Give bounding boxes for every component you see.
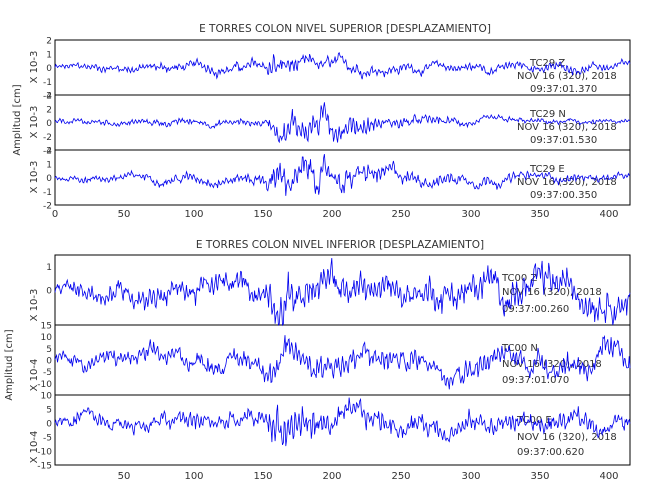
- upper-x-tick: 50: [118, 209, 131, 220]
- upper-panel-n-y-tick: -2: [43, 133, 52, 143]
- lower-panel-e-unit: X 10-4: [29, 431, 40, 464]
- upper-panel-n-date: NOV 16 (320), 2018: [517, 122, 617, 133]
- lower-panel-e-y-tick: 10: [41, 392, 53, 402]
- upper-x-tick: 400: [599, 209, 618, 220]
- lower-x-tick: 350: [530, 471, 549, 482]
- lower-panel-z-time: 09:37:00.260: [502, 304, 569, 315]
- upper-panel-n-y-tick: 2: [46, 105, 52, 115]
- lower-x-tick: 150: [253, 471, 272, 482]
- lower-panel-z-y-tick: 1: [46, 263, 52, 273]
- upper-panel-z-y-tick: -1: [43, 78, 52, 88]
- lower-panel-n-station: TC00 N: [501, 343, 538, 354]
- upper-panel-n-y-tick: 4: [46, 92, 52, 102]
- upper-panel-z-trace: [54, 51, 631, 80]
- upper-panel-e-y-tick: 0: [46, 174, 52, 184]
- lower-panel-e-y-tick: -15: [37, 462, 52, 472]
- upper-panel-n-unit: X 10-3: [29, 106, 40, 139]
- upper-panel-e-y-tick: 1: [46, 160, 52, 170]
- upper-panel-e-time: 09:37:00.350: [530, 190, 597, 201]
- lower-x-tick: 200: [322, 471, 341, 482]
- upper-panel-z-y-tick: -2: [43, 92, 52, 102]
- lower-panel-z-station: TC00 Z: [501, 273, 537, 284]
- upper-panel-e-unit: X 10-3: [29, 161, 40, 194]
- upper-panel-e-y-tick: -2: [43, 202, 52, 212]
- upper-x-tick: 200: [322, 209, 341, 220]
- lower-x-tick: 300: [461, 471, 480, 482]
- upper-panel-n-y-tick: -4: [43, 147, 52, 157]
- upper-panel-z-y-tick: 1: [46, 50, 52, 60]
- upper-panel-z-date: NOV 16 (320), 2018: [517, 71, 617, 82]
- upper-panel-e-y-tick: -1: [43, 188, 52, 198]
- lower-title: E TORRES COLON NIVEL INFERIOR [DESPLAZAM…: [196, 239, 484, 251]
- upper-x-tick: 300: [461, 209, 480, 220]
- upper-panel-e-station: TC29 E: [529, 164, 565, 175]
- lower-panel-n-y-tick: 10: [41, 333, 53, 343]
- upper-panel-z-time: 09:37:01.370: [530, 84, 597, 95]
- lower-panel-e-station: TC00 E: [516, 415, 552, 426]
- lower-panel-z-unit: X 10-3: [29, 289, 40, 322]
- traces-and-ticks-layer: -2-1012-4-2024-2-101201-10-5051015-15-10…: [37, 37, 631, 472]
- upper-panel-z-station: TC29 Z: [529, 58, 565, 69]
- lower-panel-e-y-tick: -5: [43, 434, 52, 444]
- lower-panel-n-trace: [54, 334, 631, 390]
- lower-panel-n-y-tick: 5: [46, 345, 52, 355]
- lower-panel-e-y-tick: -10: [37, 448, 52, 458]
- upper-panel-z-y-tick: 2: [46, 37, 52, 47]
- lower-panel-e-y-tick: 0: [46, 420, 52, 430]
- lower-panel-n-y-tick: 15: [41, 322, 52, 332]
- upper-x-tick: 250: [391, 209, 410, 220]
- upper-panel-e-trace: [54, 154, 631, 196]
- upper-x-tick: 150: [253, 209, 272, 220]
- lower-panel-n-y-tick: -5: [43, 368, 52, 378]
- lower-panel-z-date: NOV 16 (320), 2018: [502, 287, 602, 298]
- upper-panel-n-y-tick: 0: [46, 119, 52, 129]
- upper-figure: E TORRES COLON NIVEL SUPERIOR [DESPLAZAM…: [12, 23, 631, 220]
- lower-panel-n-date: NOV 16 (320), 2018: [502, 359, 602, 370]
- upper-panel-e-date: NOV 16 (320), 2018: [517, 177, 617, 188]
- lower-panel-z-y-tick: 0: [46, 287, 52, 297]
- upper-panel-n-trace: [54, 102, 631, 144]
- upper-ylabel: Amplitud [cm]: [12, 84, 23, 155]
- lower-panel-e-y-tick: 5: [46, 406, 52, 416]
- upper-panel-e-y-tick: 2: [46, 147, 52, 157]
- lower-panel-n-y-tick: 0: [46, 357, 52, 367]
- upper-panel-z-y-tick: 0: [46, 64, 52, 74]
- lower-panel-e-date: NOV 16 (320), 2018: [517, 432, 617, 443]
- upper-panel-n-time: 09:37:01.530: [530, 135, 597, 146]
- upper-x-tick: 350: [530, 209, 549, 220]
- lower-x-tick: 250: [391, 471, 410, 482]
- upper-panel-z-unit: X 10-3: [29, 51, 40, 84]
- lower-panel-z-trace: [54, 257, 631, 327]
- lower-x-tick: 400: [599, 471, 618, 482]
- lower-panel-n-unit: X 10-4: [29, 359, 40, 392]
- lower-panel-e-frame: [54, 394, 631, 466]
- lower-figure: E TORRES COLON NIVEL INFERIOR [DESPLAZAM…: [4, 239, 631, 482]
- upper-x-tick: 100: [184, 209, 203, 220]
- upper-title: E TORRES COLON NIVEL SUPERIOR [DESPLAZAM…: [199, 23, 491, 35]
- lower-x-tick: 50: [118, 471, 131, 482]
- upper-panel-n-station: TC29 N: [529, 109, 566, 120]
- lower-panel-e-time: 09:37:00.620: [517, 447, 584, 458]
- lower-ylabel: Amplitud [cm]: [4, 329, 15, 400]
- lower-x-tick: 100: [184, 471, 203, 482]
- upper-x-tick: 0: [52, 209, 58, 220]
- lower-panel-e-trace: [54, 397, 631, 447]
- lower-panel-n-time: 09:37:01.070: [502, 375, 569, 386]
- lower-panel-n-y-tick: -10: [37, 380, 52, 390]
